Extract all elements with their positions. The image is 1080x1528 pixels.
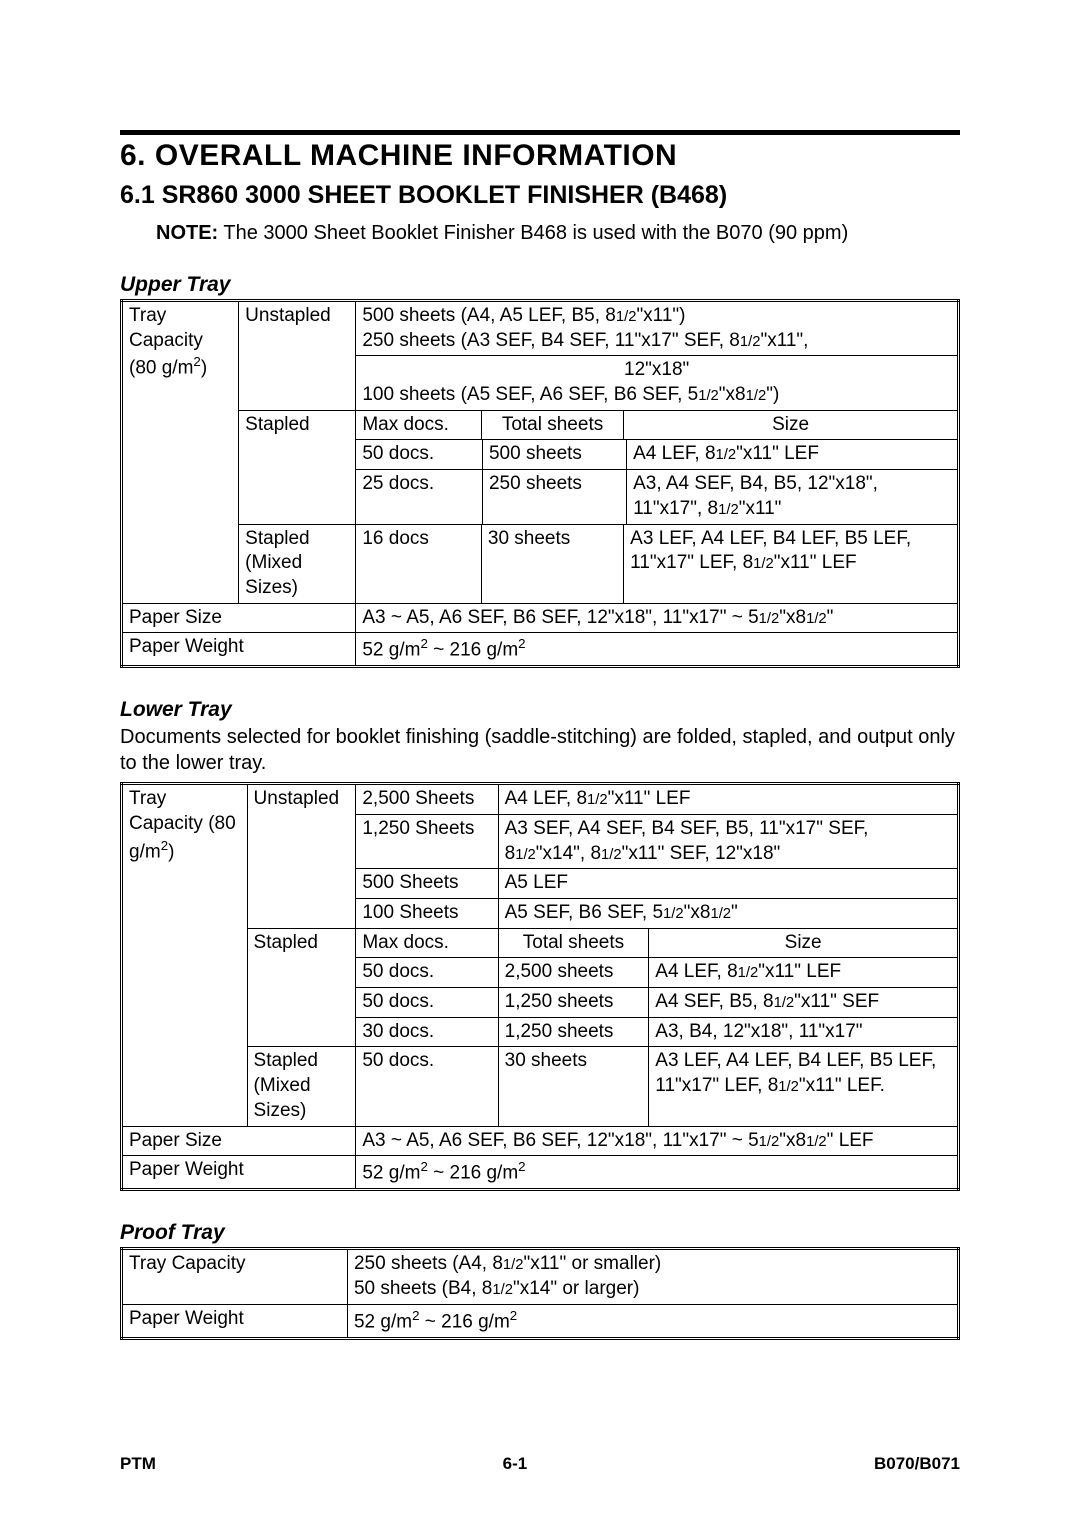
cell-lt-stapled: Stapled	[247, 928, 356, 1047]
note-text: The 3000 Sheet Booklet Finisher B468 is …	[218, 222, 848, 244]
cell-stapled-h1: Max docs.	[356, 410, 482, 440]
cell-lt-u1a: 2,500 Sheets	[356, 784, 498, 815]
cell-paper-size-label: Paper Size	[122, 603, 356, 633]
note-paragraph: NOTE: The 3000 Sheet Booklet Finisher B4…	[156, 220, 960, 247]
cell-lt-u3b: A5 LEF	[498, 869, 958, 899]
cell-lt-pw-label: Paper Weight	[122, 1156, 356, 1190]
cell-lt-s3b: 1,250 sheets	[498, 1017, 649, 1047]
cell-lt-u2a: 1,250 Sheets	[356, 814, 498, 868]
footer-right: B070/B071	[874, 1454, 960, 1474]
upper-tray-title: Upper Tray	[120, 273, 960, 297]
cell-lt-s2a: 50 docs.	[356, 988, 498, 1018]
cell-lt-s2c: A4 SEF, B5, 81/2"x11" SEF	[649, 988, 959, 1018]
cell-ut-r1c3: A4 LEF, 81/2"x11" LEF	[627, 440, 957, 469]
cell-stapled-mixed-label: Stapled (Mixed Sizes)	[239, 524, 356, 603]
cell-lt-sh2: Total sheets	[498, 928, 649, 958]
cell-lt-u4b: A5 SEF, B6 SEF, 51/2"x81/2"	[498, 899, 958, 929]
cell-lt-psize-val: A3 ~ A5, A6 SEF, B6 SEF, 12"x18", 11"x17…	[356, 1126, 959, 1156]
cell-lt-u1b: A4 LEF, 81/2"x11" LEF	[498, 784, 958, 815]
cell-paper-weight-label: Paper Weight	[122, 633, 356, 667]
lower-tray-table: Tray Capacity (80 g/m2) Unstapled 2,500 …	[120, 782, 960, 1191]
cell-lt-sh1: Max docs.	[356, 928, 498, 958]
cell-lt-u4a: 100 Sheets	[356, 899, 498, 929]
cell-ut-r2c2: 250 sheets	[482, 470, 626, 524]
cell-ut-r2c1: 25 docs.	[356, 470, 482, 524]
cell-pt-cap-val: 250 sheets (A4, 81/2"x11" or smaller)50 …	[347, 1249, 958, 1304]
cell-lt-s1a: 50 docs.	[356, 958, 498, 988]
cell-lt-unstapled: Unstapled	[247, 784, 356, 928]
cell-lt-capacity: Tray Capacity (80 g/m2)	[122, 784, 248, 1126]
section-heading: 6.1 SR860 3000 SHEET BOOKLET FINISHER (B…	[120, 181, 960, 210]
footer-left: PTM	[120, 1454, 156, 1474]
cell-lt-s1c: A4 LEF, 81/2"x11" LEF	[649, 958, 959, 988]
cell-lt-u2b: A3 SEF, A4 SEF, B4 SEF, B5, 11"x17" SEF,…	[498, 814, 958, 868]
cell-pt-pw-val: 52 g/m2 ~ 216 g/m2	[347, 1304, 958, 1338]
proof-tray-table: Tray Capacity 250 sheets (A4, 81/2"x11" …	[120, 1247, 960, 1339]
page-footer: PTM 6-1 B070/B071	[0, 1400, 1080, 1474]
cell-lt-s3c: A3, B4, 12"x18", 11"x17"	[649, 1017, 959, 1047]
proof-tray-title: Proof Tray	[120, 1221, 960, 1245]
cell-ut-r1c1: 50 docs.	[356, 440, 482, 469]
cell-lt-u3a: 500 Sheets	[356, 869, 498, 899]
cell-lt-s2b: 1,250 sheets	[498, 988, 649, 1018]
lower-tray-intro: Documents selected for booklet finishing…	[120, 724, 960, 776]
cell-lt-s3a: 30 docs.	[356, 1017, 498, 1047]
cell-stapled-h3: Size	[624, 410, 959, 440]
cell-unstapled-line2: 12"x18"100 sheets (A5 SEF, A6 SEF, B6 SE…	[356, 356, 959, 410]
footer-center: 6-1	[503, 1454, 528, 1474]
cell-lt-m3: A3 LEF, A4 LEF, B4 LEF, B5 LEF, 11"x17" …	[649, 1047, 959, 1126]
cell-paper-size-value: A3 ~ A5, A6 SEF, B6 SEF, 12"x18", 11"x17…	[356, 603, 959, 633]
cell-stapled-subrows: 50 docs. 500 sheets A4 LEF, 81/2"x11" LE…	[356, 440, 959, 524]
cell-ut-m3: A3 LEF, A4 LEF, B4 LEF, B5 LEF, 11"x17" …	[624, 524, 959, 603]
cell-pt-cap-label: Tray Capacity	[122, 1249, 348, 1304]
cell-pt-pw-label: Paper Weight	[122, 1304, 348, 1338]
cell-stapled-h2: Total sheets	[481, 410, 623, 440]
note-label: NOTE:	[156, 222, 218, 244]
lower-tray-title: Lower Tray	[120, 698, 960, 722]
cell-unstapled-line1: 500 sheets (A4, A5 LEF, B5, 81/2"x11")25…	[356, 301, 959, 356]
cell-lt-mixed: Stapled (Mixed Sizes)	[247, 1047, 356, 1126]
cell-ut-r1c2: 500 sheets	[482, 440, 626, 469]
cell-ut-m2: 30 sheets	[481, 524, 623, 603]
upper-tray-table: Tray Capacity (80 g/m2) Unstapled 500 sh…	[120, 299, 960, 668]
cell-lt-psize-label: Paper Size	[122, 1126, 356, 1156]
chapter-heading: 6. OVERALL MACHINE INFORMATION	[120, 139, 960, 173]
cell-tray-capacity-label: Tray Capacity (80 g/m2)	[122, 301, 239, 604]
cell-ut-m1: 16 docs	[356, 524, 482, 603]
cell-lt-s1b: 2,500 sheets	[498, 958, 649, 988]
cell-lt-m1: 50 docs.	[356, 1047, 498, 1126]
chapter-rule	[120, 130, 960, 135]
cell-stapled-label: Stapled	[239, 410, 356, 524]
cell-lt-m2: 30 sheets	[498, 1047, 649, 1126]
cell-lt-pw-val: 52 g/m2 ~ 216 g/m2	[356, 1156, 959, 1190]
cell-unstapled-label: Unstapled	[239, 301, 356, 411]
cell-lt-sh3: Size	[649, 928, 959, 958]
cell-paper-weight-value: 52 g/m2 ~ 216 g/m2	[356, 633, 959, 667]
cell-ut-r2c3: A3, A4 SEF, B4, B5, 12"x18", 11"x17", 81…	[627, 470, 957, 524]
